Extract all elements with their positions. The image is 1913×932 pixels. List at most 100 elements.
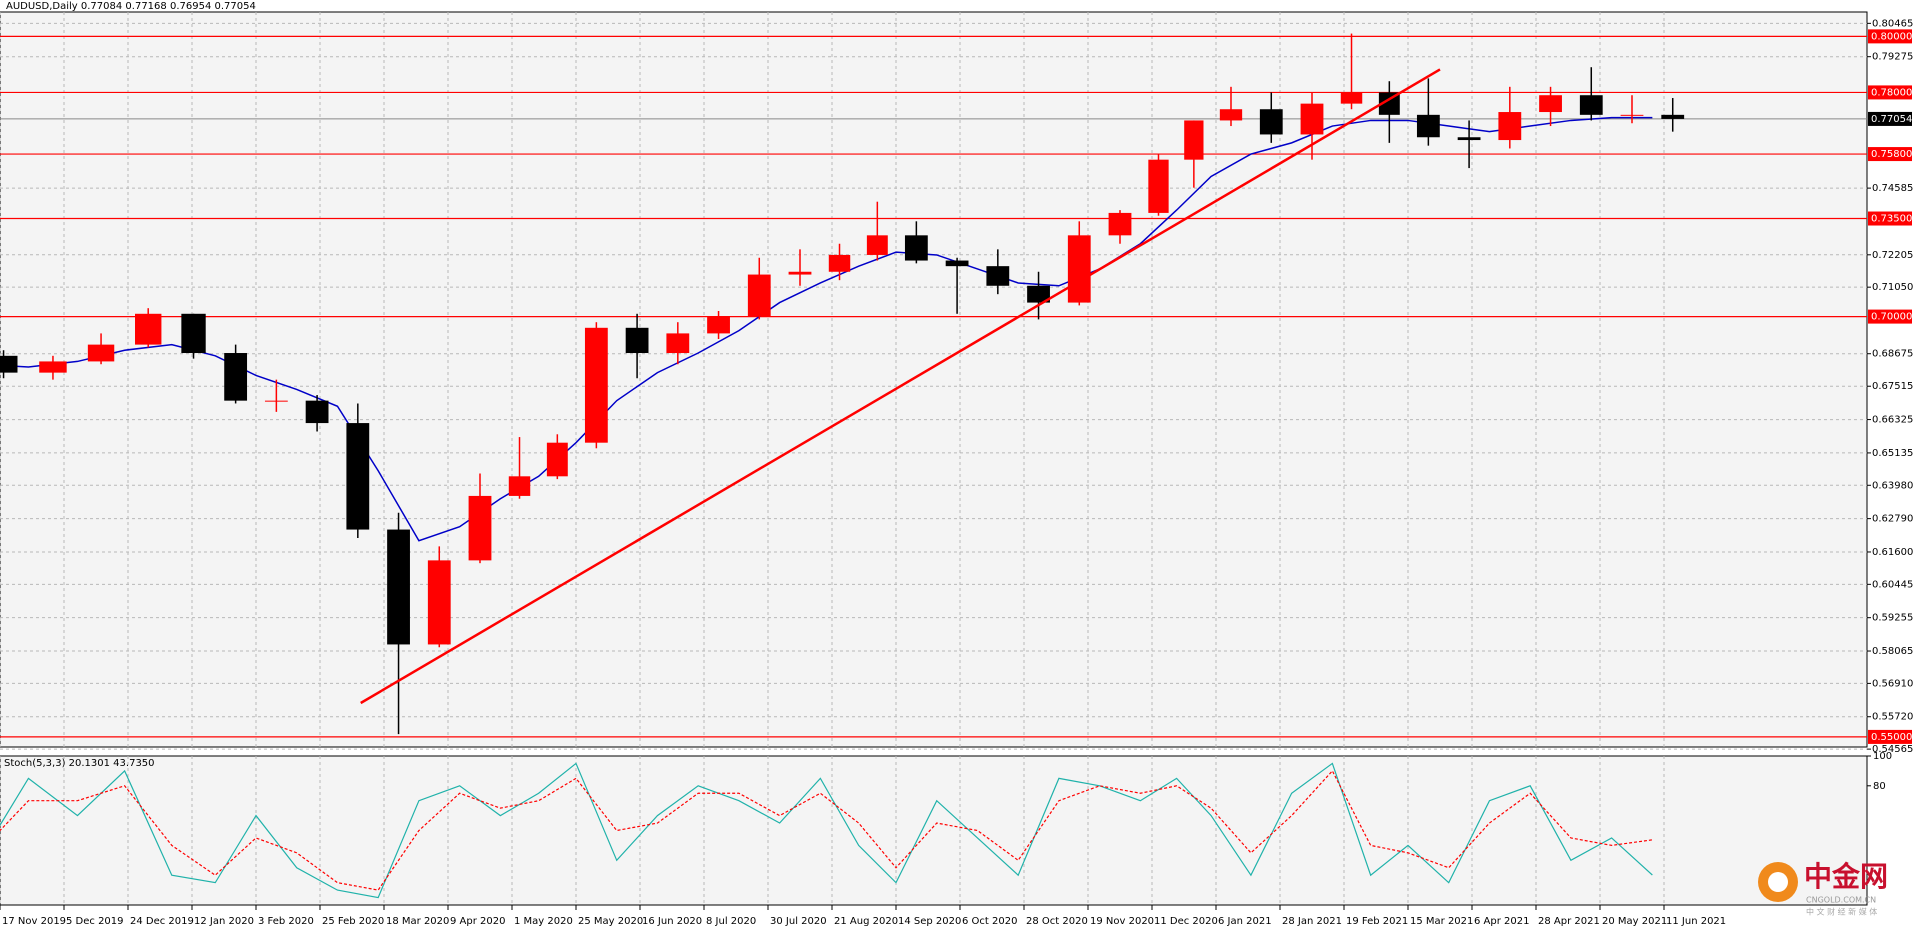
- chart-title: AUDUSD,Daily 0.77084 0.77168 0.76954 0.7…: [6, 1, 256, 12]
- indicator-title: Stoch(5,3,3) 20.1301 43.7350: [4, 758, 155, 769]
- stoch-line: [0, 769, 1653, 891]
- x-tick-label: 6 Oct 2020: [962, 916, 1017, 927]
- candle-body: [305, 400, 329, 424]
- y-tick-label: 0.60445: [1872, 579, 1913, 590]
- stoch-line: [0, 762, 1653, 899]
- candle-body: [468, 495, 492, 561]
- candle-body: [546, 442, 568, 477]
- y-tick-label: 80: [1873, 781, 1886, 792]
- y-tick-label: 0.58065: [1872, 646, 1913, 657]
- candle-body: [224, 353, 248, 401]
- candle-body: [1539, 95, 1562, 113]
- x-tick-label: 5 Dec 2019: [66, 916, 124, 927]
- candle-body: [666, 333, 690, 354]
- candle-body: [1108, 212, 1132, 236]
- candle-body: [1148, 159, 1169, 213]
- candle-body: [904, 235, 928, 261]
- watermark: 中金网 CNGOLD.COM.CN 中 文 财 经 新 媒 体: [1758, 860, 1888, 917]
- x-tick-label: 30 Jul 2020: [770, 916, 827, 927]
- candle-body: [828, 254, 851, 272]
- candle-body: [1661, 114, 1685, 119]
- candle-body: [1184, 120, 1204, 160]
- candle-body: [707, 316, 730, 334]
- y-tick-label: 0.67515: [1872, 381, 1913, 392]
- candle-body: [427, 560, 451, 645]
- y-tick-label: 0.66325: [1872, 415, 1913, 426]
- level-label-box: [1868, 29, 1912, 44]
- candle-body: [508, 476, 531, 496]
- plot-layer: 17 Nov 2019 5 Dec 2019 24 Dec 2019 12 Jan 2…: [0, 12, 1913, 927]
- candle-body: [1457, 137, 1481, 141]
- x-tick-label: 24 Dec 2019: [130, 916, 194, 927]
- y-tick-label: 0.80465: [1872, 18, 1913, 29]
- candle-body: [866, 235, 888, 255]
- level-label: 0.78000: [1871, 87, 1912, 98]
- x-tick-label: 6 Apr 2021: [1474, 916, 1529, 927]
- y-tick-label: 0.74585: [1872, 183, 1913, 194]
- level-label: 0.73500: [1871, 214, 1912, 225]
- y-tick-label: 0.59255: [1872, 613, 1913, 624]
- x-tick-label: 1 May 2020: [514, 916, 573, 927]
- candle-body: [0, 355, 18, 373]
- candle-body: [1620, 114, 1644, 116]
- x-tick-label: 25 Feb 2020: [322, 916, 384, 927]
- y-tick-label: 0.68675: [1872, 349, 1913, 360]
- last-price-box: [1868, 111, 1912, 126]
- candle-body: [1579, 95, 1603, 115]
- y-tick-label: 0.62790: [1872, 514, 1913, 525]
- x-tick-label: 12 Jan 2020: [194, 916, 254, 927]
- candle-body: [788, 271, 812, 275]
- y-tick-label: 0.65135: [1872, 448, 1913, 459]
- candle-body: [1259, 109, 1283, 135]
- candle-body: [39, 361, 67, 373]
- candle-body: [181, 313, 206, 354]
- last-price-label: 0.77054: [1871, 114, 1912, 125]
- level-label: 0.55000: [1871, 732, 1912, 743]
- level-label-box: [1868, 147, 1912, 162]
- watermark-logo-inner: [1768, 872, 1788, 892]
- candle-body: [387, 529, 410, 645]
- level-label-box: [1868, 211, 1912, 226]
- level-label-box: [1868, 309, 1912, 324]
- x-tick-label: 15 Mar 2021: [1410, 916, 1473, 927]
- candle-body: [584, 327, 608, 443]
- level-label: 0.70000: [1871, 312, 1912, 323]
- candle-body: [264, 400, 288, 402]
- x-tick-label: 28 Apr 2021: [1538, 916, 1600, 927]
- candle-body: [625, 327, 649, 354]
- candle-body: [1300, 103, 1324, 135]
- y-tick-label: 0.71050: [1872, 282, 1913, 293]
- x-tick-label: 11 Jun 2021: [1666, 916, 1726, 927]
- y-tick-label: 0.56910: [1872, 678, 1913, 689]
- x-tick-label: 17 Nov 2019: [2, 916, 66, 927]
- level-label-box: [1868, 85, 1912, 100]
- y-tick-label: 0.72205: [1872, 250, 1913, 261]
- candle-body: [1416, 114, 1440, 138]
- x-tick-label: 8 Jul 2020: [706, 916, 756, 927]
- x-tick-label: 28 Jan 2021: [1282, 916, 1342, 927]
- y-tick-label: 0.61600: [1872, 547, 1913, 558]
- stoch-panel: [0, 755, 1868, 906]
- y-tick-label: 100: [1873, 751, 1892, 762]
- x-tick-label: 14 Sep 2020: [898, 916, 961, 927]
- x-tick-label: 9 Apr 2020: [450, 916, 505, 927]
- x-tick-label: 6 Jan 2021: [1218, 916, 1272, 927]
- candle-body: [1219, 109, 1243, 121]
- candle-body: [945, 260, 969, 267]
- y-tick-label: 0.63980: [1872, 480, 1913, 491]
- candle-body: [1027, 285, 1050, 303]
- price-panel: [0, 11, 1868, 748]
- trendline: [360, 68, 1441, 705]
- x-tick-label: 20 May 2021: [1602, 916, 1667, 927]
- x-tick-label: 11 Dec 2020: [1154, 916, 1218, 927]
- level-label-box: [1868, 729, 1912, 744]
- x-tick-label: 19 Feb 2021: [1346, 916, 1408, 927]
- watermark-title: 中金网: [1804, 860, 1888, 893]
- candle-body: [346, 423, 370, 530]
- candle-body: [135, 313, 162, 345]
- candle-body: [986, 266, 1010, 286]
- x-tick-label: 28 Oct 2020: [1026, 916, 1088, 927]
- x-tick-label: 19 Nov 2020: [1090, 916, 1154, 927]
- candle-body: [747, 274, 771, 317]
- candle-body: [1067, 235, 1091, 303]
